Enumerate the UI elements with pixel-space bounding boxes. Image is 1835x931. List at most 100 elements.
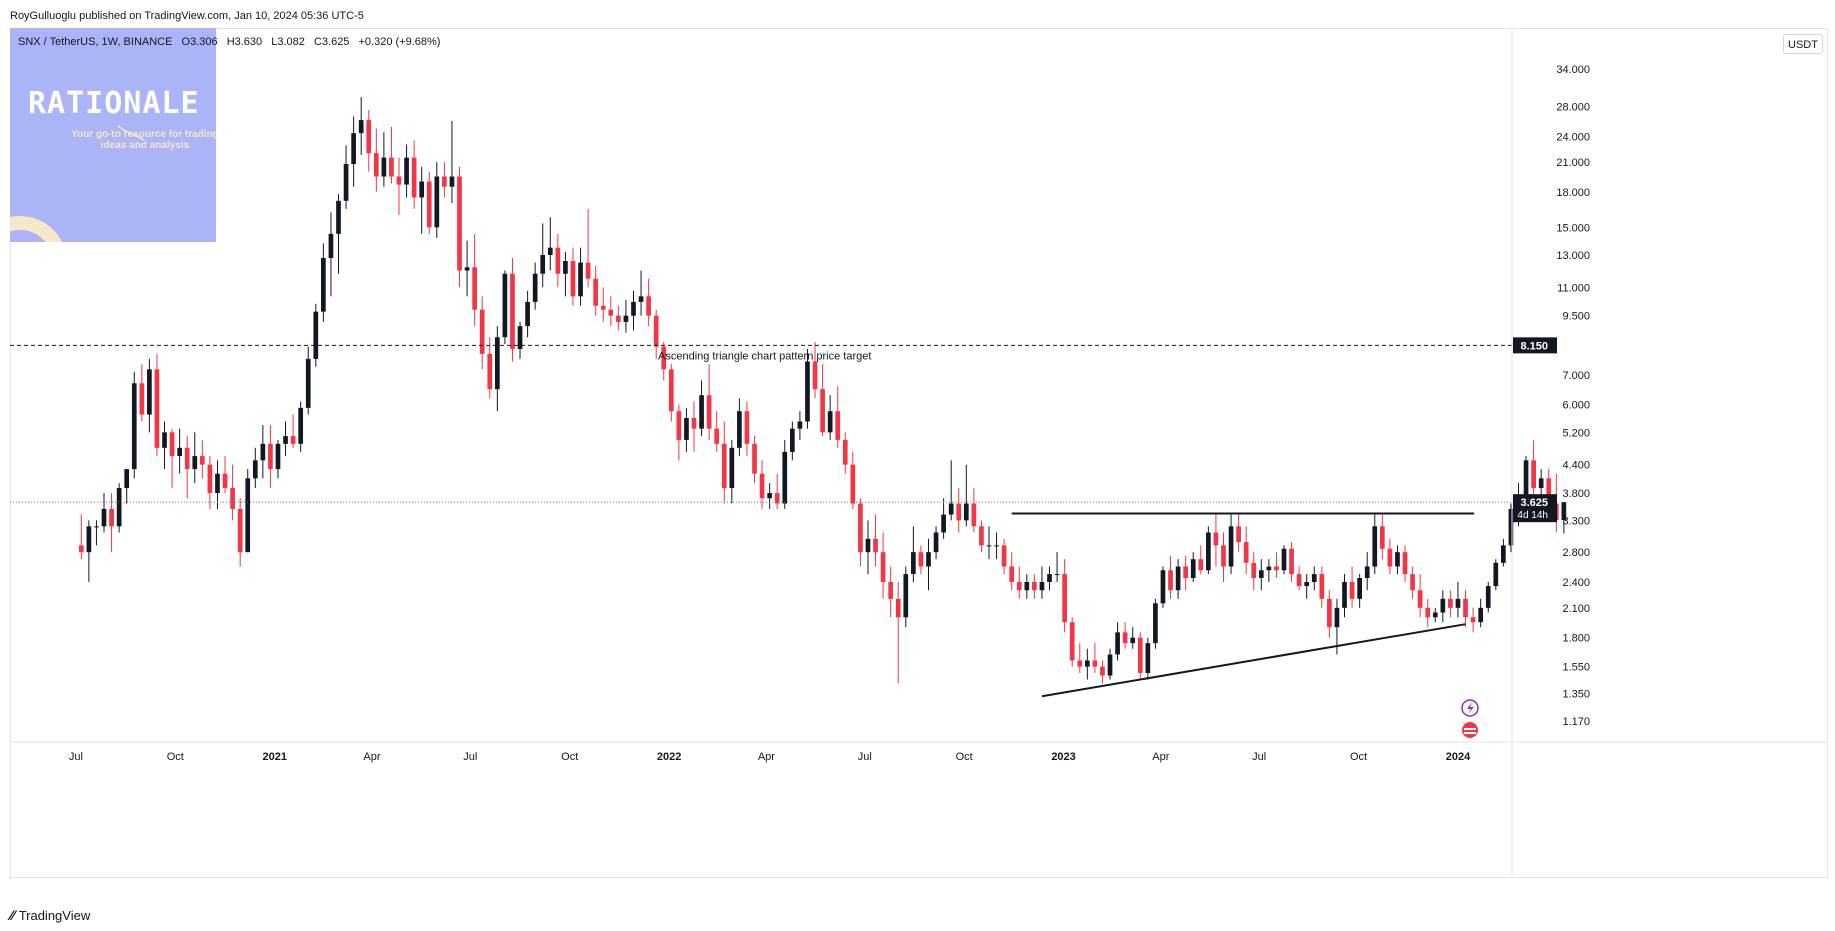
candle-body (963, 503, 969, 521)
price-tick-label: 28.000 (1556, 101, 1590, 113)
time-tick-label: Jul (858, 751, 872, 763)
tradingview-logo[interactable]: ⁄⁄ TradingView (10, 907, 90, 923)
candle-body (94, 526, 99, 528)
candle-body (1130, 637, 1136, 644)
candle-body (616, 315, 621, 322)
candle-body (1349, 581, 1355, 599)
candle-body (1463, 598, 1468, 618)
time-tick-label: 2023 (1051, 751, 1075, 763)
candle-body (1523, 460, 1529, 499)
price-tick-label: 6.000 (1562, 400, 1590, 412)
candle-body (162, 432, 167, 448)
candle-body (737, 411, 742, 448)
candle-body (313, 311, 319, 359)
candle-body (706, 395, 712, 429)
candle-body (1289, 548, 1294, 575)
candle-body (419, 181, 425, 198)
high-value: H3.630 (226, 36, 263, 48)
candle-body (1485, 586, 1491, 608)
candle-body (1243, 542, 1249, 563)
time-tick-label: Oct (956, 751, 973, 763)
price-tick-label: 2.800 (1562, 547, 1590, 559)
candle-body (1448, 598, 1453, 608)
candle-body (237, 508, 243, 553)
candle-body (797, 421, 803, 429)
candle-body (1387, 548, 1393, 567)
time-tick-label: Jul (463, 751, 477, 763)
candle-body (744, 411, 750, 444)
candle-body (517, 326, 523, 349)
candle-body (971, 503, 977, 527)
candle-body (1470, 617, 1476, 623)
candle-body (1107, 654, 1113, 676)
candle-body (1251, 562, 1257, 579)
right-tools (1461, 699, 1479, 738)
candle-body (1274, 566, 1279, 571)
candle-body (752, 443, 757, 474)
flag-stripe (1464, 728, 1476, 730)
tradingview-logo-icon: ⁄⁄ (10, 907, 15, 923)
symbol-pair[interactable]: SNX / TetherUS, 1W, BINANCE (18, 36, 173, 48)
candle-body (177, 447, 182, 457)
candle-body (676, 411, 682, 440)
candle-body (101, 508, 107, 527)
candle-body (1440, 598, 1446, 613)
price-tick-label: 4.400 (1562, 460, 1590, 472)
candle-body (608, 309, 614, 316)
candle-body (842, 439, 848, 465)
candle-body (1372, 526, 1378, 567)
candle-body (1115, 632, 1120, 655)
candle-body (328, 233, 334, 258)
time-tick-label: Apr (1152, 751, 1169, 763)
candle-body (858, 503, 863, 553)
candle-body (230, 488, 235, 509)
candle-body (373, 153, 379, 177)
candle-body (78, 545, 84, 553)
candle-body (1206, 532, 1211, 571)
watermark-logo: RATIONALE Your go-to resource for tradin… (10, 28, 216, 242)
lightning-bolt-glyph (1467, 702, 1474, 714)
candle-body (381, 157, 387, 177)
candle-body (585, 262, 591, 279)
watermark-subtitle: Your go-to resource for trading ideas an… (71, 129, 216, 151)
candle-body (502, 273, 508, 338)
candle-body (1160, 570, 1166, 604)
candle-body (570, 261, 576, 297)
currency-button[interactable]: USDT (1783, 34, 1823, 54)
price-tick-label: 21.000 (1556, 157, 1590, 169)
candle-body (169, 432, 175, 457)
candle-body (1009, 566, 1015, 582)
candle-body (343, 164, 349, 201)
candle-body (1546, 478, 1552, 504)
time-tick-label: Oct (1350, 751, 1367, 763)
candle-body (547, 247, 553, 255)
candle-body (1501, 545, 1506, 563)
candle-body (1281, 548, 1287, 571)
candle-body (1417, 590, 1423, 608)
price-tick-label: 2.400 (1562, 577, 1590, 589)
candle-body (1395, 552, 1400, 567)
bar-countdown-label: 4d 14h (1517, 510, 1548, 521)
candle-body (268, 443, 273, 470)
candle-body (1319, 574, 1325, 599)
candle-body (691, 417, 697, 429)
candle-body (472, 267, 477, 310)
price-axis: 34.000 28.000 24.000 21.000 18.000 15.000 13.0… (1511, 28, 1590, 878)
candle-body (1069, 622, 1075, 661)
publish-info: RoyGulluoglu published on TradingView.co… (10, 10, 364, 22)
time-axis: Jul Oct 2021 Apr Jul Oct 2022 Apr Jul Oct 2023 Apr J… (10, 741, 1828, 763)
candle-body (434, 176, 440, 228)
price-tick-label: 9.500 (1562, 311, 1590, 323)
time-tick-label: Oct (167, 751, 184, 763)
candle-body (1092, 660, 1098, 667)
price-tick-label: 13.000 (1556, 250, 1590, 262)
tradingview-logo-text: TradingView (18, 907, 91, 923)
candle-body (1221, 545, 1226, 567)
low-value: L3.082 (271, 36, 305, 48)
chart-frame[interactable] (10, 28, 1828, 878)
candle-body (1145, 643, 1151, 673)
candle-body (631, 301, 636, 316)
candle-body (192, 456, 198, 470)
candle-body (880, 552, 886, 582)
